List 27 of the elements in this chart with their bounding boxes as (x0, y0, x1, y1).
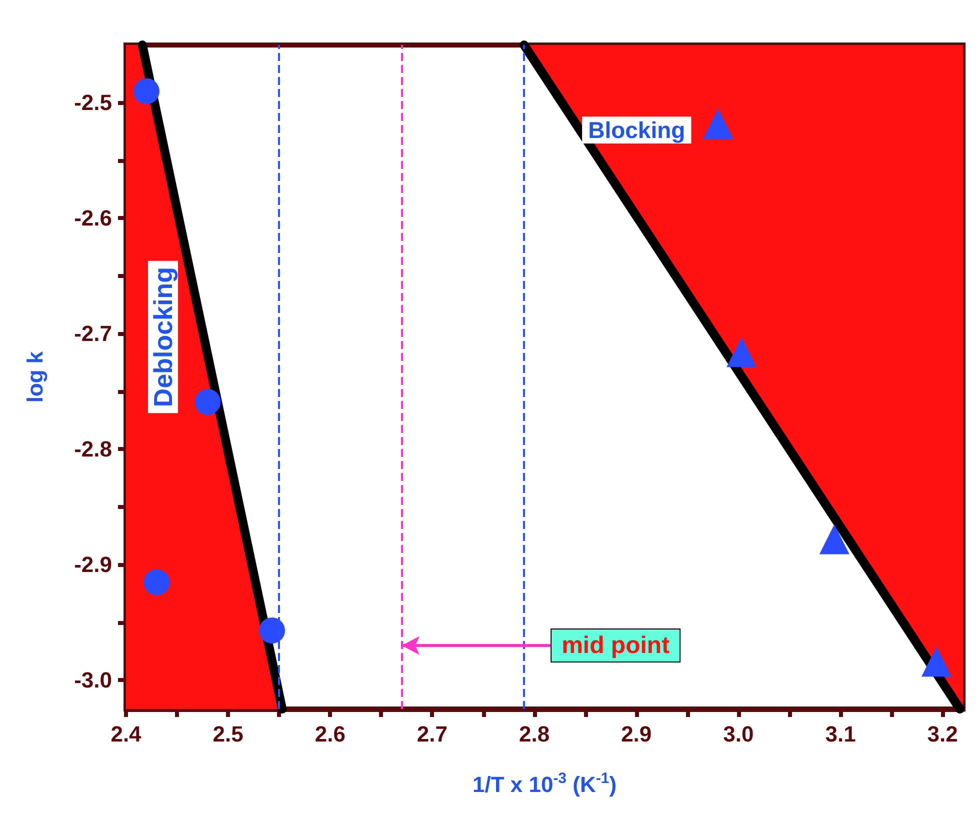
point (194, 388, 221, 415)
y-tick-label: -2.5 (74, 90, 112, 116)
point (921, 646, 952, 677)
y-axis-title: log k (22, 350, 48, 403)
point (703, 108, 734, 139)
point (819, 524, 850, 554)
x-tick-label: 3.0 (723, 722, 754, 746)
point (133, 78, 160, 104)
x-tick-label: 2.7 (416, 722, 448, 746)
x-tick-label: 3.2 (927, 722, 958, 746)
x-tick-label: 2.4 (110, 722, 142, 746)
y-tick-label: -2.9 (74, 552, 112, 578)
x-tick-label: 2.9 (621, 722, 652, 746)
x-tick-label: 2.5 (212, 722, 244, 746)
x-tick-label: 3.1 (825, 722, 856, 746)
point (258, 617, 285, 644)
point (144, 568, 170, 595)
y-tick-label: -2.7 (74, 321, 112, 346)
x-tick-label: 2.6 (314, 722, 346, 746)
annotation: mid point (562, 632, 670, 659)
series-label: Blocking (588, 117, 686, 143)
point (726, 337, 756, 368)
y-tick-label: -3.0 (74, 668, 112, 693)
y-tick-label: -2.8 (74, 436, 112, 462)
y-tick-label: -2.6 (74, 206, 112, 231)
text: Deblocking (148, 266, 178, 408)
x-tick-label: 2.8 (518, 722, 550, 746)
